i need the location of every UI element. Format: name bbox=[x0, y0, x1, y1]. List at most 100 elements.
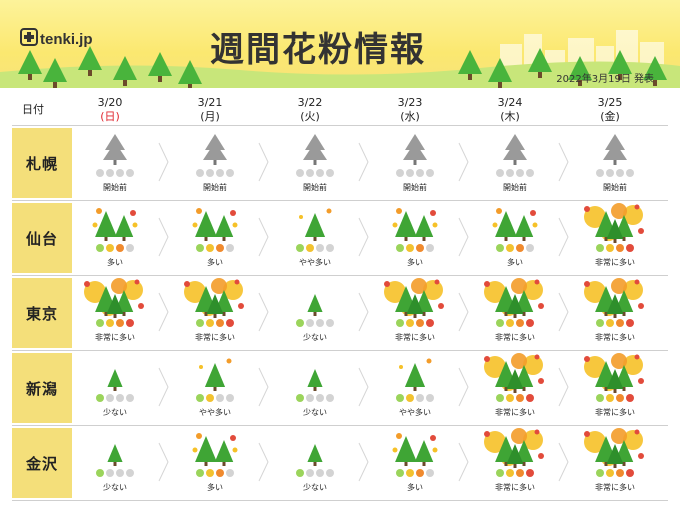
level-dot bbox=[616, 169, 624, 177]
pollen-cloud bbox=[611, 278, 627, 294]
level-dot bbox=[596, 244, 604, 252]
pollen-level-graphic bbox=[596, 134, 634, 177]
level-dot bbox=[126, 169, 134, 177]
level-dot bbox=[616, 469, 624, 477]
level-dot bbox=[296, 244, 304, 252]
pollen-cell: 開始前 bbox=[170, 128, 260, 198]
level-dot bbox=[606, 394, 614, 402]
city-label: 新潟 bbox=[12, 353, 72, 423]
pollen-cell: 非常に多い bbox=[370, 278, 460, 348]
level-label: 開始前 bbox=[503, 183, 527, 192]
level-dot bbox=[226, 469, 234, 477]
tree-icon bbox=[395, 436, 417, 462]
level-dot bbox=[306, 394, 314, 402]
chevron-right-icon bbox=[558, 142, 569, 182]
pollen-cloud bbox=[584, 431, 606, 453]
pollen-particle bbox=[584, 356, 590, 362]
pollen-cloud bbox=[623, 430, 643, 450]
pollen-particle bbox=[96, 208, 102, 214]
level-dot bbox=[516, 394, 524, 402]
level-label: 多い bbox=[207, 258, 223, 267]
date-label: 3/23 bbox=[397, 96, 423, 109]
pollen-level-graphic bbox=[196, 134, 234, 177]
level-dot bbox=[126, 394, 134, 402]
level-dot bbox=[406, 319, 414, 327]
level-dot bbox=[506, 319, 514, 327]
pollen-cell: 非常に多い bbox=[570, 278, 660, 348]
chevron-right-icon bbox=[158, 367, 169, 407]
level-dot bbox=[106, 394, 114, 402]
level-dot bbox=[526, 244, 534, 252]
level-dot bbox=[306, 319, 314, 327]
pollen-particle bbox=[432, 447, 438, 453]
pollen-cloud bbox=[623, 205, 643, 225]
level-dot bbox=[626, 469, 634, 477]
column-header: 3/23 (水) bbox=[380, 96, 440, 124]
city-label: 仙台 bbox=[12, 203, 72, 273]
pollen-particle bbox=[392, 222, 398, 228]
date-label: 3/24 bbox=[497, 96, 523, 109]
level-dot bbox=[596, 469, 604, 477]
pollen-particle bbox=[530, 210, 536, 216]
level-dot bbox=[126, 319, 134, 327]
level-dot bbox=[116, 244, 124, 252]
pollen-particle bbox=[230, 435, 236, 441]
level-dot bbox=[406, 394, 414, 402]
pollen-particle bbox=[534, 279, 540, 285]
pollen-cell: 非常に多い bbox=[470, 278, 560, 348]
pollen-cell: 少ない bbox=[270, 428, 360, 498]
pollen-particle bbox=[192, 222, 198, 228]
pollen-particle bbox=[130, 210, 136, 216]
pollen-cell: 多い bbox=[170, 203, 260, 273]
pollen-level-graphic bbox=[92, 208, 138, 252]
pollen-level-graphic bbox=[84, 278, 144, 327]
pollen-level-graphic bbox=[484, 353, 544, 402]
pollen-cloud bbox=[523, 430, 543, 450]
level-dot bbox=[426, 169, 434, 177]
level-dot bbox=[616, 319, 624, 327]
level-dot bbox=[396, 244, 404, 252]
pollen-level-graphic bbox=[296, 208, 334, 252]
pollen-particle bbox=[234, 279, 240, 285]
level-dot bbox=[96, 469, 104, 477]
tree-icon bbox=[304, 213, 326, 237]
chevron-right-icon bbox=[258, 367, 269, 407]
row-divider bbox=[12, 125, 668, 126]
level-label: やや多い bbox=[299, 258, 331, 267]
pollen-particle bbox=[584, 281, 590, 287]
level-dot bbox=[396, 169, 404, 177]
pollen-level-graphic bbox=[296, 444, 334, 477]
level-dot bbox=[196, 319, 204, 327]
column-header: 3/25 (金) bbox=[580, 96, 640, 124]
logo-text[interactable]: tenki.jp bbox=[40, 31, 93, 48]
level-dot bbox=[96, 169, 104, 177]
level-label: 多い bbox=[207, 483, 223, 492]
level-dot bbox=[626, 319, 634, 327]
pollen-particle bbox=[199, 365, 203, 369]
level-dot bbox=[516, 169, 524, 177]
pollen-cell: 開始前 bbox=[370, 128, 460, 198]
level-dot bbox=[416, 169, 424, 177]
pollen-particle bbox=[532, 222, 538, 228]
pollen-cloud bbox=[111, 278, 127, 294]
level-dot bbox=[526, 169, 534, 177]
pollen-cloud bbox=[123, 280, 143, 300]
level-label: 少ない bbox=[303, 333, 327, 342]
pollen-level-graphic bbox=[584, 203, 644, 252]
pollen-level-graphic bbox=[192, 433, 238, 477]
level-dot bbox=[126, 244, 134, 252]
landscape-illustration bbox=[0, 30, 680, 88]
level-dot bbox=[216, 319, 224, 327]
pollen-cloud bbox=[411, 278, 427, 294]
level-dot bbox=[526, 319, 534, 327]
level-label: 少ない bbox=[303, 483, 327, 492]
level-dot bbox=[526, 394, 534, 402]
level-dot bbox=[396, 319, 404, 327]
pollen-level-graphic bbox=[396, 358, 434, 402]
row-divider bbox=[12, 200, 668, 201]
pollen-cloud bbox=[611, 428, 627, 444]
level-dot bbox=[196, 394, 204, 402]
pollen-cell: 開始前 bbox=[270, 128, 360, 198]
pollen-cell: 非常に多い bbox=[170, 278, 260, 348]
level-dot bbox=[106, 319, 114, 327]
